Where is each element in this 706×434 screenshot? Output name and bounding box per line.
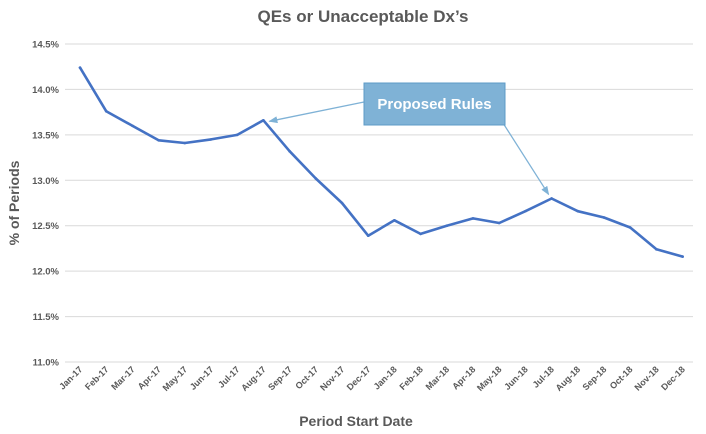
data-point xyxy=(104,109,108,113)
x-tick-label: Sep-17 xyxy=(266,364,294,392)
y-axis-ticks: 11.0% 11.5% 12.0% 12.5% 13.0% 13.5% 14.0% 14.5% xyxy=(32,40,59,369)
data-point xyxy=(209,138,213,141)
data-point xyxy=(419,232,422,236)
y-tick-label: 12.0% xyxy=(32,267,59,278)
x-tick-label: May-18 xyxy=(475,364,504,393)
data-point xyxy=(183,141,187,145)
x-tick-label: May-17 xyxy=(161,364,190,393)
data-point xyxy=(524,209,527,213)
x-tick-label: Sep-18 xyxy=(580,364,608,392)
data-point xyxy=(235,133,239,137)
data-point xyxy=(78,66,82,69)
x-tick-label: Jun-17 xyxy=(188,364,216,392)
x-tick-label: Aug-18 xyxy=(554,364,583,393)
data-point xyxy=(131,124,134,128)
x-tick-label: Jul-17 xyxy=(216,364,241,389)
data-point xyxy=(340,201,344,205)
x-tick-label: Nov-17 xyxy=(318,364,346,392)
data-point xyxy=(602,216,606,219)
data-point xyxy=(655,248,658,251)
data-point xyxy=(157,139,160,142)
y-tick-label: 14.0% xyxy=(32,85,59,96)
y-tick-label: 12.5% xyxy=(32,221,59,232)
x-tick-label: Oct-17 xyxy=(293,364,320,391)
x-tick-label: Dec-18 xyxy=(659,364,687,392)
chart-title: QEs or Unacceptable Dx’s xyxy=(257,7,468,26)
data-point xyxy=(471,217,475,220)
y-tick-label: 13.5% xyxy=(32,130,59,141)
data-point xyxy=(628,226,632,229)
data-point xyxy=(393,218,396,222)
data-point xyxy=(497,221,501,225)
data-point xyxy=(681,255,684,258)
data-point xyxy=(366,234,370,238)
y-tick-label: 14.5% xyxy=(32,40,59,51)
data-point xyxy=(262,119,265,122)
y-tick-label: 11.5% xyxy=(33,312,60,323)
x-tick-label: Mar-17 xyxy=(109,364,137,392)
x-tick-label: Jan-17 xyxy=(57,364,84,391)
x-tick-label: Aug-17 xyxy=(239,364,268,393)
x-tick-label: Dec-17 xyxy=(345,364,373,392)
y-axis-label: % of Periods xyxy=(6,160,22,245)
callout-annotation: Proposed Rules xyxy=(268,82,550,196)
x-tick-label: Feb-17 xyxy=(83,364,111,392)
x-tick-label: Mar-18 xyxy=(424,364,452,392)
x-tick-label: Apr-18 xyxy=(450,364,477,391)
series-line xyxy=(78,66,684,258)
x-tick-label: Jul-18 xyxy=(531,364,556,389)
x-tick-label: Jun-18 xyxy=(502,364,530,392)
callout-arrow-2 xyxy=(502,122,550,196)
x-tick-label: Jan-18 xyxy=(372,364,399,391)
data-point xyxy=(576,209,580,213)
data-point xyxy=(445,224,449,228)
callout-arrow-1 xyxy=(268,101,365,124)
gridlines xyxy=(65,43,693,363)
x-tick-label: Apr-17 xyxy=(136,364,163,391)
x-axis-label: Period Start Date xyxy=(299,413,413,429)
series-points xyxy=(78,66,684,258)
data-point xyxy=(550,197,553,200)
x-tick-label: Oct-18 xyxy=(608,364,635,391)
y-tick-label: 11.0% xyxy=(33,358,60,369)
data-point xyxy=(288,149,291,153)
data-point xyxy=(314,177,318,180)
callout-label: Proposed Rules xyxy=(377,96,491,113)
x-tick-label: Feb-18 xyxy=(397,364,425,392)
callout-box xyxy=(363,82,506,126)
y-tick-label: 13.0% xyxy=(32,176,59,187)
x-tick-label: Nov-18 xyxy=(633,364,661,392)
